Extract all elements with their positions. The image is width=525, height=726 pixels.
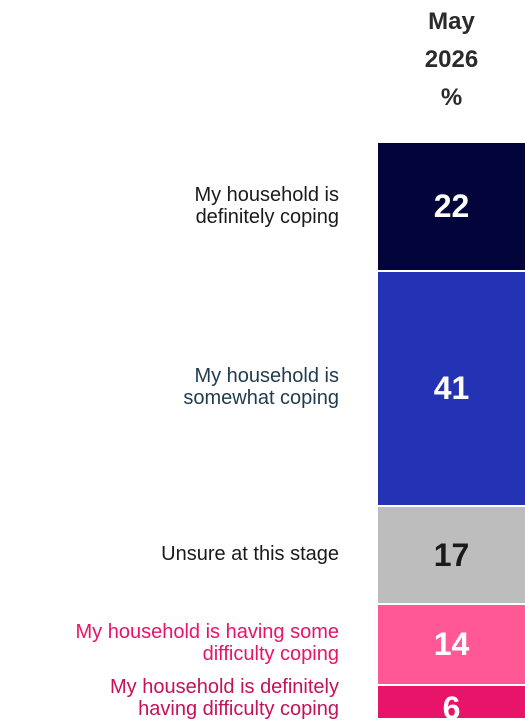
category-label-line: somewhat coping xyxy=(183,387,339,410)
category-label-line: My household is xyxy=(194,365,339,388)
category-label-definite-difficulty: My household is definitely having difficu… xyxy=(0,676,339,720)
bar-segment-somewhat-coping: 41 xyxy=(378,269,525,506)
category-label-definitely-coping: My household is definitely coping xyxy=(0,184,339,228)
category-label-line: having difficulty coping xyxy=(138,698,339,720)
bar-segment-definitely-coping: 22 xyxy=(378,143,525,270)
bar-segment-unsure: 17 xyxy=(378,505,525,603)
column-header-month: May xyxy=(428,8,475,35)
column-header-year: 2026 xyxy=(424,46,479,73)
data-label-definite-difficulty: 6 xyxy=(442,690,461,726)
category-label-line: difficulty coping xyxy=(202,643,339,666)
data-label-some-difficulty: 14 xyxy=(433,625,470,662)
category-label-somewhat-coping: My household is somewhat coping xyxy=(0,365,339,409)
column-header-unit: % xyxy=(440,84,463,111)
bar-segment-definite-difficulty: 6 xyxy=(378,683,525,724)
category-label-line: My household is xyxy=(194,184,339,207)
data-label-unsure: 17 xyxy=(433,536,470,573)
category-label-some-difficulty: My household is having some difficulty co… xyxy=(0,621,339,665)
data-label-somewhat-coping: 41 xyxy=(433,369,470,406)
category-label-line: My household is having some xyxy=(75,621,339,644)
data-label-definitely-coping: 22 xyxy=(433,187,470,224)
category-label-unsure: Unsure at this stage xyxy=(0,543,339,565)
category-label-line: Unsure at this stage xyxy=(161,543,339,566)
bar-segment-some-difficulty: 14 xyxy=(378,603,525,684)
category-label-line: definitely coping xyxy=(195,206,339,229)
category-label-line: My household is definitely xyxy=(109,676,339,698)
